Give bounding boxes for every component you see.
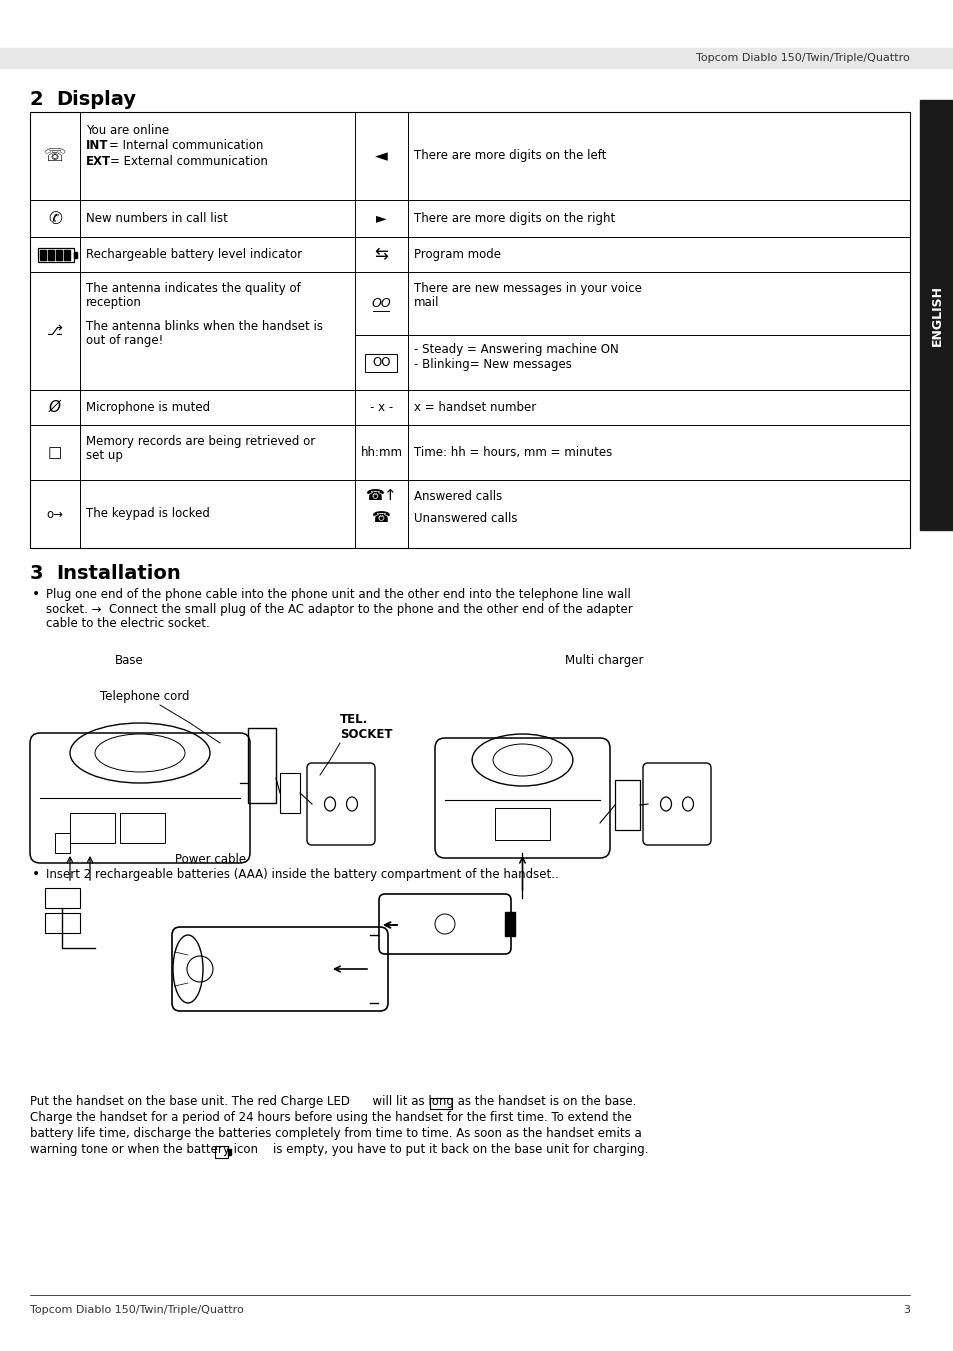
Bar [48,250,54,259]
Text: You are online: You are online [86,124,169,136]
Bar [120,813,165,843]
Text: Program mode: Program mode [414,249,500,261]
Text: Unanswered calls: Unanswered calls [414,512,517,524]
Bar [0,49,953,68]
Bar [56,250,62,259]
Bar [495,808,550,840]
Text: ⇆: ⇆ [375,246,388,263]
Text: ◄: ◄ [375,147,388,165]
Text: cable to the electric socket.: cable to the electric socket. [46,617,210,630]
Text: set up: set up [86,449,123,462]
Text: - x -: - x - [370,401,393,413]
Text: Power cable: Power cable [174,852,246,866]
Text: ENGLISH: ENGLISH [929,285,943,346]
Text: = Internal communication: = Internal communication [109,139,263,153]
Bar [70,813,115,843]
Text: The antenna indicates the quality of: The antenna indicates the quality of [86,282,300,295]
Text: Display: Display [56,91,136,109]
Text: x = handset number: x = handset number [414,401,536,413]
Text: - Steady = Answering machine ON: - Steady = Answering machine ON [414,343,618,357]
Text: 2: 2 [30,91,44,109]
Text: ☎: ☎ [372,511,391,526]
Text: Insert 2 rechargeable batteries (AAA) inside the battery compartment of the hand: Insert 2 rechargeable batteries (AAA) in… [46,867,558,881]
Text: There are more digits on the right: There are more digits on the right [414,212,615,226]
Bar [919,100,953,530]
Text: Put the handset on the base unit. The red Charge LED      will lit as long as th: Put the handset on the base unit. The re… [30,1096,636,1108]
Text: OO: OO [372,357,391,369]
Text: - Blinking= New messages: - Blinking= New messages [414,358,571,372]
Bar [504,912,515,936]
Bar [248,728,275,802]
Text: The keypad is locked: The keypad is locked [86,508,210,520]
Text: socket. →  Connect the small plug of the AC adaptor to the phone and the other e: socket. → Connect the small plug of the … [46,603,632,616]
Text: mail: mail [414,296,439,309]
Text: ☎↑: ☎↑ [365,489,397,504]
Bar [228,1148,231,1155]
Text: = External communication: = External communication [110,155,268,168]
Text: battery life time, discharge the batteries completely from time to time. As soon: battery life time, discharge the batteri… [30,1127,641,1140]
Bar [55,834,70,852]
Bar [280,773,299,813]
Bar [615,780,639,830]
Text: Charge the handset for a period of 24 hours before using the handset for the fir: Charge the handset for a period of 24 ho… [30,1111,631,1124]
Text: Topcom Diablo 150/Twin/Triple/Quattro: Topcom Diablo 150/Twin/Triple/Quattro [696,53,909,63]
Text: There are new messages in your voice: There are new messages in your voice [414,282,641,295]
Text: OO: OO [372,297,391,309]
Text: ☏: ☏ [44,147,66,165]
Text: TEL.: TEL. [339,713,368,725]
Text: Installation: Installation [56,563,180,584]
Text: •: • [32,586,40,601]
Text: EXT: EXT [86,155,111,168]
Text: 3: 3 [902,1305,909,1315]
Text: ✆: ✆ [48,209,62,227]
Text: ⎇: ⎇ [47,324,63,338]
Text: Time: hh = hours, mm = minutes: Time: hh = hours, mm = minutes [414,446,612,459]
Text: INT: INT [86,139,109,153]
Text: Ø: Ø [49,400,61,415]
Text: Topcom Diablo 150/Twin/Triple/Quattro: Topcom Diablo 150/Twin/Triple/Quattro [30,1305,244,1315]
Text: Telephone cord: Telephone cord [100,690,190,703]
Text: Plug one end of the phone cable into the phone unit and the other end into the t: Plug one end of the phone cable into the… [46,588,630,601]
Bar [214,1146,228,1158]
Bar [64,250,70,259]
Text: Answered calls: Answered calls [414,489,501,503]
Bar [40,250,46,259]
Text: hh:mm: hh:mm [360,446,402,459]
Bar [45,888,80,908]
Text: Microphone is muted: Microphone is muted [86,401,210,413]
Bar [38,247,74,262]
Text: •: • [32,867,40,881]
Text: The antenna blinks when the handset is: The antenna blinks when the handset is [86,320,323,332]
Text: 3: 3 [30,563,44,584]
Text: New numbers in call list: New numbers in call list [86,212,228,226]
Text: Rechargeable battery level indicator: Rechargeable battery level indicator [86,249,302,261]
Text: □: □ [48,444,62,459]
Bar [365,354,397,372]
Bar [430,1098,452,1109]
Bar [30,112,909,549]
Text: warning tone or when the battery icon    is empty, you have to put it back on th: warning tone or when the battery icon is… [30,1143,648,1156]
Text: There are more digits on the left: There are more digits on the left [414,150,606,162]
Text: o→: o→ [47,508,64,520]
Text: SOCKET: SOCKET [339,728,392,740]
Bar [74,251,77,258]
Text: Base: Base [115,654,144,667]
Text: reception: reception [86,296,142,309]
Text: ►: ► [375,212,386,226]
Text: Multi charger: Multi charger [564,654,643,667]
Text: out of range!: out of range! [86,334,163,347]
Bar [45,913,80,934]
Text: Memory records are being retrieved or: Memory records are being retrieved or [86,435,314,449]
